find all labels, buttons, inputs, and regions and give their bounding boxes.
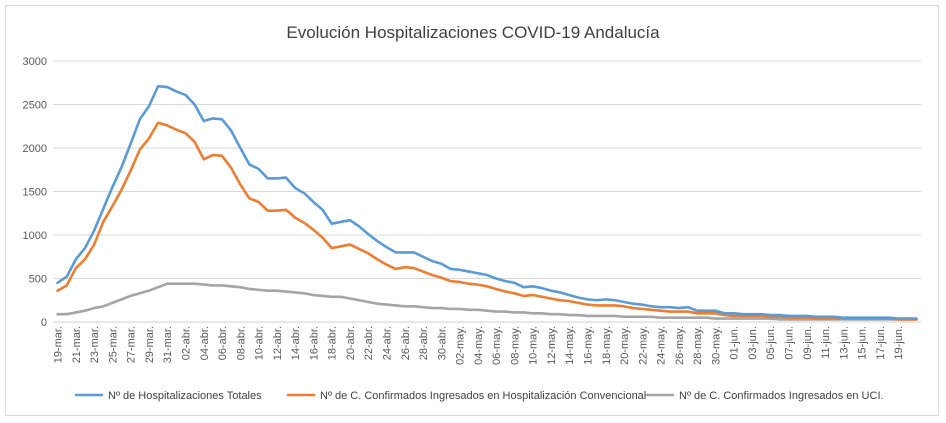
x-tick-label: 30-may.	[710, 326, 722, 365]
y-tick-label: 1500	[23, 187, 47, 199]
x-tick-label: 20-may.	[619, 326, 631, 365]
x-tick-label: 18-abr.	[327, 326, 339, 360]
x-tick-label: 04-abr.	[199, 326, 211, 360]
x-tick-label: 11-jun.	[820, 326, 832, 359]
legend: Nº de Hospitalizaciones Totales Nº de C. …	[74, 390, 884, 402]
x-tick-label: 16-may.	[583, 326, 595, 365]
y-tick-label: 2000	[23, 143, 47, 155]
x-tick-label: 15-jun.	[857, 326, 869, 360]
line-chart: Evolución Hospitalizaciones COVID-19 And…	[23, 23, 921, 402]
y-tick-label: 500	[29, 274, 47, 286]
x-tick-label: 02-may.	[455, 326, 467, 365]
x-tick-label: 12-may.	[546, 326, 558, 365]
x-tick-label: 28-may.	[692, 326, 704, 365]
x-tick-label: 19-mar.	[53, 326, 65, 363]
x-tick-label: 26-may.	[674, 326, 686, 365]
x-tick-label: 03-jun.	[747, 326, 759, 360]
chart-title: Evolución Hospitalizaciones COVID-19 And…	[286, 23, 660, 42]
legend-label: Nº de C. Confirmados Ingresados en Hospi…	[320, 390, 646, 402]
x-tick-label: 13-jun.	[838, 326, 850, 360]
legend-label: Nº de Hospitalizaciones Totales	[108, 390, 262, 402]
x-tick-label: 16-abr.	[308, 326, 320, 360]
x-tick-label: 06-may.	[491, 326, 503, 365]
x-tick-label: 30-abr.	[436, 326, 448, 360]
x-tick-label: 29-mar.	[144, 326, 156, 363]
x-tick-label: 28-abr.	[418, 326, 430, 360]
x-tick-label: 08-abr.	[235, 326, 247, 360]
x-tick-label: 10-may.	[528, 326, 540, 365]
x-tick-label: 24-abr.	[381, 326, 393, 360]
x-tick-label: 24-may.	[656, 326, 668, 365]
x-tick-label: 19-jun.	[893, 326, 905, 360]
x-tick-label: 01-jun.	[729, 326, 741, 360]
series-line	[56, 121, 918, 321]
x-tick-label: 08-may.	[509, 326, 521, 365]
x-tick-label: 10-abr.	[254, 326, 266, 360]
series-line	[56, 84, 918, 320]
y-tick-label: 0	[41, 317, 47, 329]
x-tick-label: 05-jun.	[765, 326, 777, 360]
x-tick-label: 09-jun.	[802, 326, 814, 360]
y-tick-label: 2500	[23, 100, 47, 112]
x-tick-label: 23-mar.	[89, 326, 101, 363]
x-tick-label: 07-jun.	[784, 326, 796, 360]
x-tick-label: 31-mar.	[162, 326, 174, 363]
y-tick-label: 1000	[23, 230, 47, 242]
x-tick-label: 20-abr.	[345, 326, 357, 360]
series-lines	[56, 84, 918, 321]
x-tick-label: 04-may.	[473, 326, 485, 365]
x-axis: 19-mar. 21-mar. 23-mar. 25-mar. 27-mar. 29-ma…	[53, 326, 906, 365]
x-tick-label: 17-jun.	[875, 326, 887, 360]
y-tick-label: 3000	[23, 56, 47, 68]
x-tick-label: 14-abr.	[290, 326, 302, 360]
x-tick-label: 14-may.	[564, 326, 576, 365]
x-tick-label: 26-abr.	[400, 326, 412, 360]
x-tick-label: 18-may.	[601, 326, 613, 365]
x-tick-label: 27-mar.	[126, 326, 138, 363]
y-axis: 0 500 1000 1500 2000 2500 3000	[23, 56, 47, 329]
chart-frame: Evolución Hospitalizaciones COVID-19 And…	[5, 5, 939, 416]
x-tick-label: 21-mar.	[71, 326, 83, 363]
x-tick-label: 22-may.	[637, 326, 649, 365]
legend-label: Nº de C. Confirmados Ingresados en UCI.	[679, 390, 884, 402]
x-tick-label: 25-mar.	[107, 326, 119, 363]
x-tick-label: 22-abr.	[363, 326, 375, 360]
series-line	[56, 282, 918, 321]
x-tick-label: 12-abr.	[272, 326, 284, 360]
x-tick-label: 06-abr.	[217, 326, 229, 360]
x-tick-label: 02-abr.	[180, 326, 192, 360]
